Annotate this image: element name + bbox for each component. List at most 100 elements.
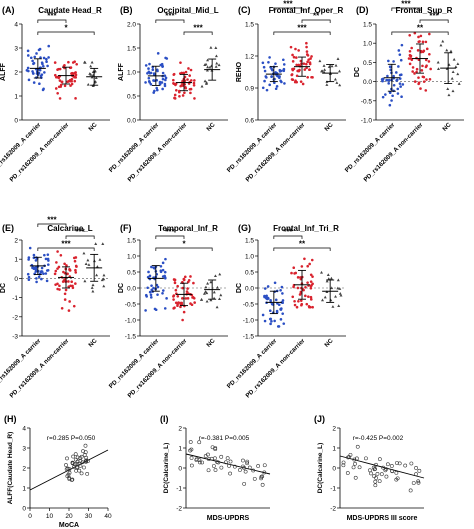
- data-point: [91, 283, 95, 287]
- data-point: [67, 467, 72, 472]
- data-point: [189, 463, 194, 468]
- data-point: [232, 464, 237, 469]
- data-point: [64, 467, 69, 472]
- data-point: [54, 283, 57, 286]
- data-point: [34, 265, 38, 269]
- y-tick-label: -1.0: [243, 318, 255, 325]
- panel-letter: (I): [160, 414, 169, 424]
- data-point: [35, 52, 38, 55]
- data-point: [390, 469, 395, 474]
- data-point: [377, 479, 382, 484]
- panel-j: (J) -2 -1 0 1 2 MDS-UPDRS III score DC(Calcarin…: [314, 414, 425, 522]
- y-tick-label: -1: [330, 486, 336, 493]
- data-point: [242, 481, 247, 486]
- data-point: [293, 303, 297, 307]
- data-point: [368, 468, 372, 473]
- data-point: [34, 267, 38, 271]
- y-tick-label: 1.2: [245, 54, 254, 61]
- data-point: [450, 76, 454, 80]
- panel-c: (C) Frontal_Inf_Oper_R 0.6 0.9 1.2 1.5 REHO PD_…: [226, 0, 346, 183]
- data-point: [213, 274, 217, 278]
- data-point: [86, 258, 90, 262]
- data-point: [183, 275, 187, 279]
- y-axis-label: ALFF: [0, 62, 7, 81]
- data-point: [47, 259, 50, 262]
- data-point: [306, 60, 309, 64]
- data-point: [424, 58, 428, 62]
- data-point: [364, 456, 368, 461]
- data-point: [101, 242, 105, 245]
- data-point: [172, 81, 175, 85]
- data-point: [35, 277, 38, 280]
- data-point: [193, 97, 196, 100]
- data-point: [334, 63, 338, 67]
- data-point: [90, 286, 94, 289]
- data-point: [290, 73, 294, 76]
- data-point: [267, 60, 270, 64]
- data-point: [164, 257, 167, 261]
- data-point: [309, 298, 313, 301]
- data-point: [205, 299, 209, 303]
- data-point: [428, 32, 431, 36]
- data-point: [385, 462, 390, 467]
- data-point: [25, 69, 29, 72]
- data-point: [408, 49, 412, 53]
- data-point: [392, 60, 395, 63]
- data-point: [40, 266, 44, 270]
- data-point: [214, 65, 218, 68]
- y-tick-label: 1.0: [127, 254, 136, 261]
- data-point: [46, 263, 50, 266]
- data-point: [83, 443, 88, 448]
- data-point: [211, 464, 216, 468]
- data-point: [193, 301, 196, 304]
- y-tick-label: 1.5: [245, 22, 254, 29]
- data-point: [396, 92, 400, 95]
- data-point: [74, 73, 78, 77]
- data-point: [203, 79, 207, 83]
- data-point: [102, 277, 106, 281]
- data-point: [278, 76, 281, 80]
- data-point: [279, 79, 282, 83]
- panel-letter: (F): [120, 223, 132, 233]
- data-point: [75, 462, 80, 466]
- data-point: [179, 61, 182, 64]
- data-point: [172, 307, 175, 310]
- data-point: [75, 265, 78, 268]
- data-point: [146, 286, 149, 290]
- significance-label: **: [313, 12, 320, 21]
- data-point: [269, 299, 272, 302]
- data-point: [394, 470, 399, 475]
- data-point: [387, 59, 390, 63]
- data-point: [155, 68, 159, 72]
- data-point: [305, 66, 308, 70]
- data-point: [31, 70, 34, 73]
- data-point: [308, 62, 312, 66]
- data-point: [83, 279, 87, 283]
- data-point: [305, 41, 308, 45]
- data-point: [31, 265, 34, 269]
- data-point: [307, 304, 311, 308]
- x-category-label: PD_rs162009_A non-carrier: [362, 121, 424, 183]
- data-point: [165, 297, 168, 300]
- data-point: [193, 79, 196, 82]
- data-point: [209, 280, 213, 284]
- y-tick-label: 0.0: [127, 286, 136, 293]
- data-point: [384, 467, 388, 472]
- data-point: [309, 280, 313, 283]
- data-point: [269, 322, 272, 326]
- data-point: [273, 81, 276, 85]
- data-point: [379, 472, 384, 477]
- data-point: [32, 253, 36, 257]
- data-point: [163, 84, 167, 88]
- correlation-annotation: r=-0.381 P=0.005: [199, 435, 250, 442]
- significance-label: **: [299, 240, 306, 249]
- panel-g: (G) Frontal_Inf_Tri_R -1.5 -1.0 -0.5 0.0 0.5 1.…: [226, 223, 346, 399]
- y-tick-label: 1.5: [245, 238, 254, 245]
- data-point: [419, 87, 422, 90]
- data-point: [251, 468, 256, 473]
- data-point: [299, 291, 303, 295]
- data-point: [381, 95, 385, 99]
- data-point: [204, 285, 208, 289]
- data-point: [159, 264, 163, 268]
- data-point: [330, 64, 334, 68]
